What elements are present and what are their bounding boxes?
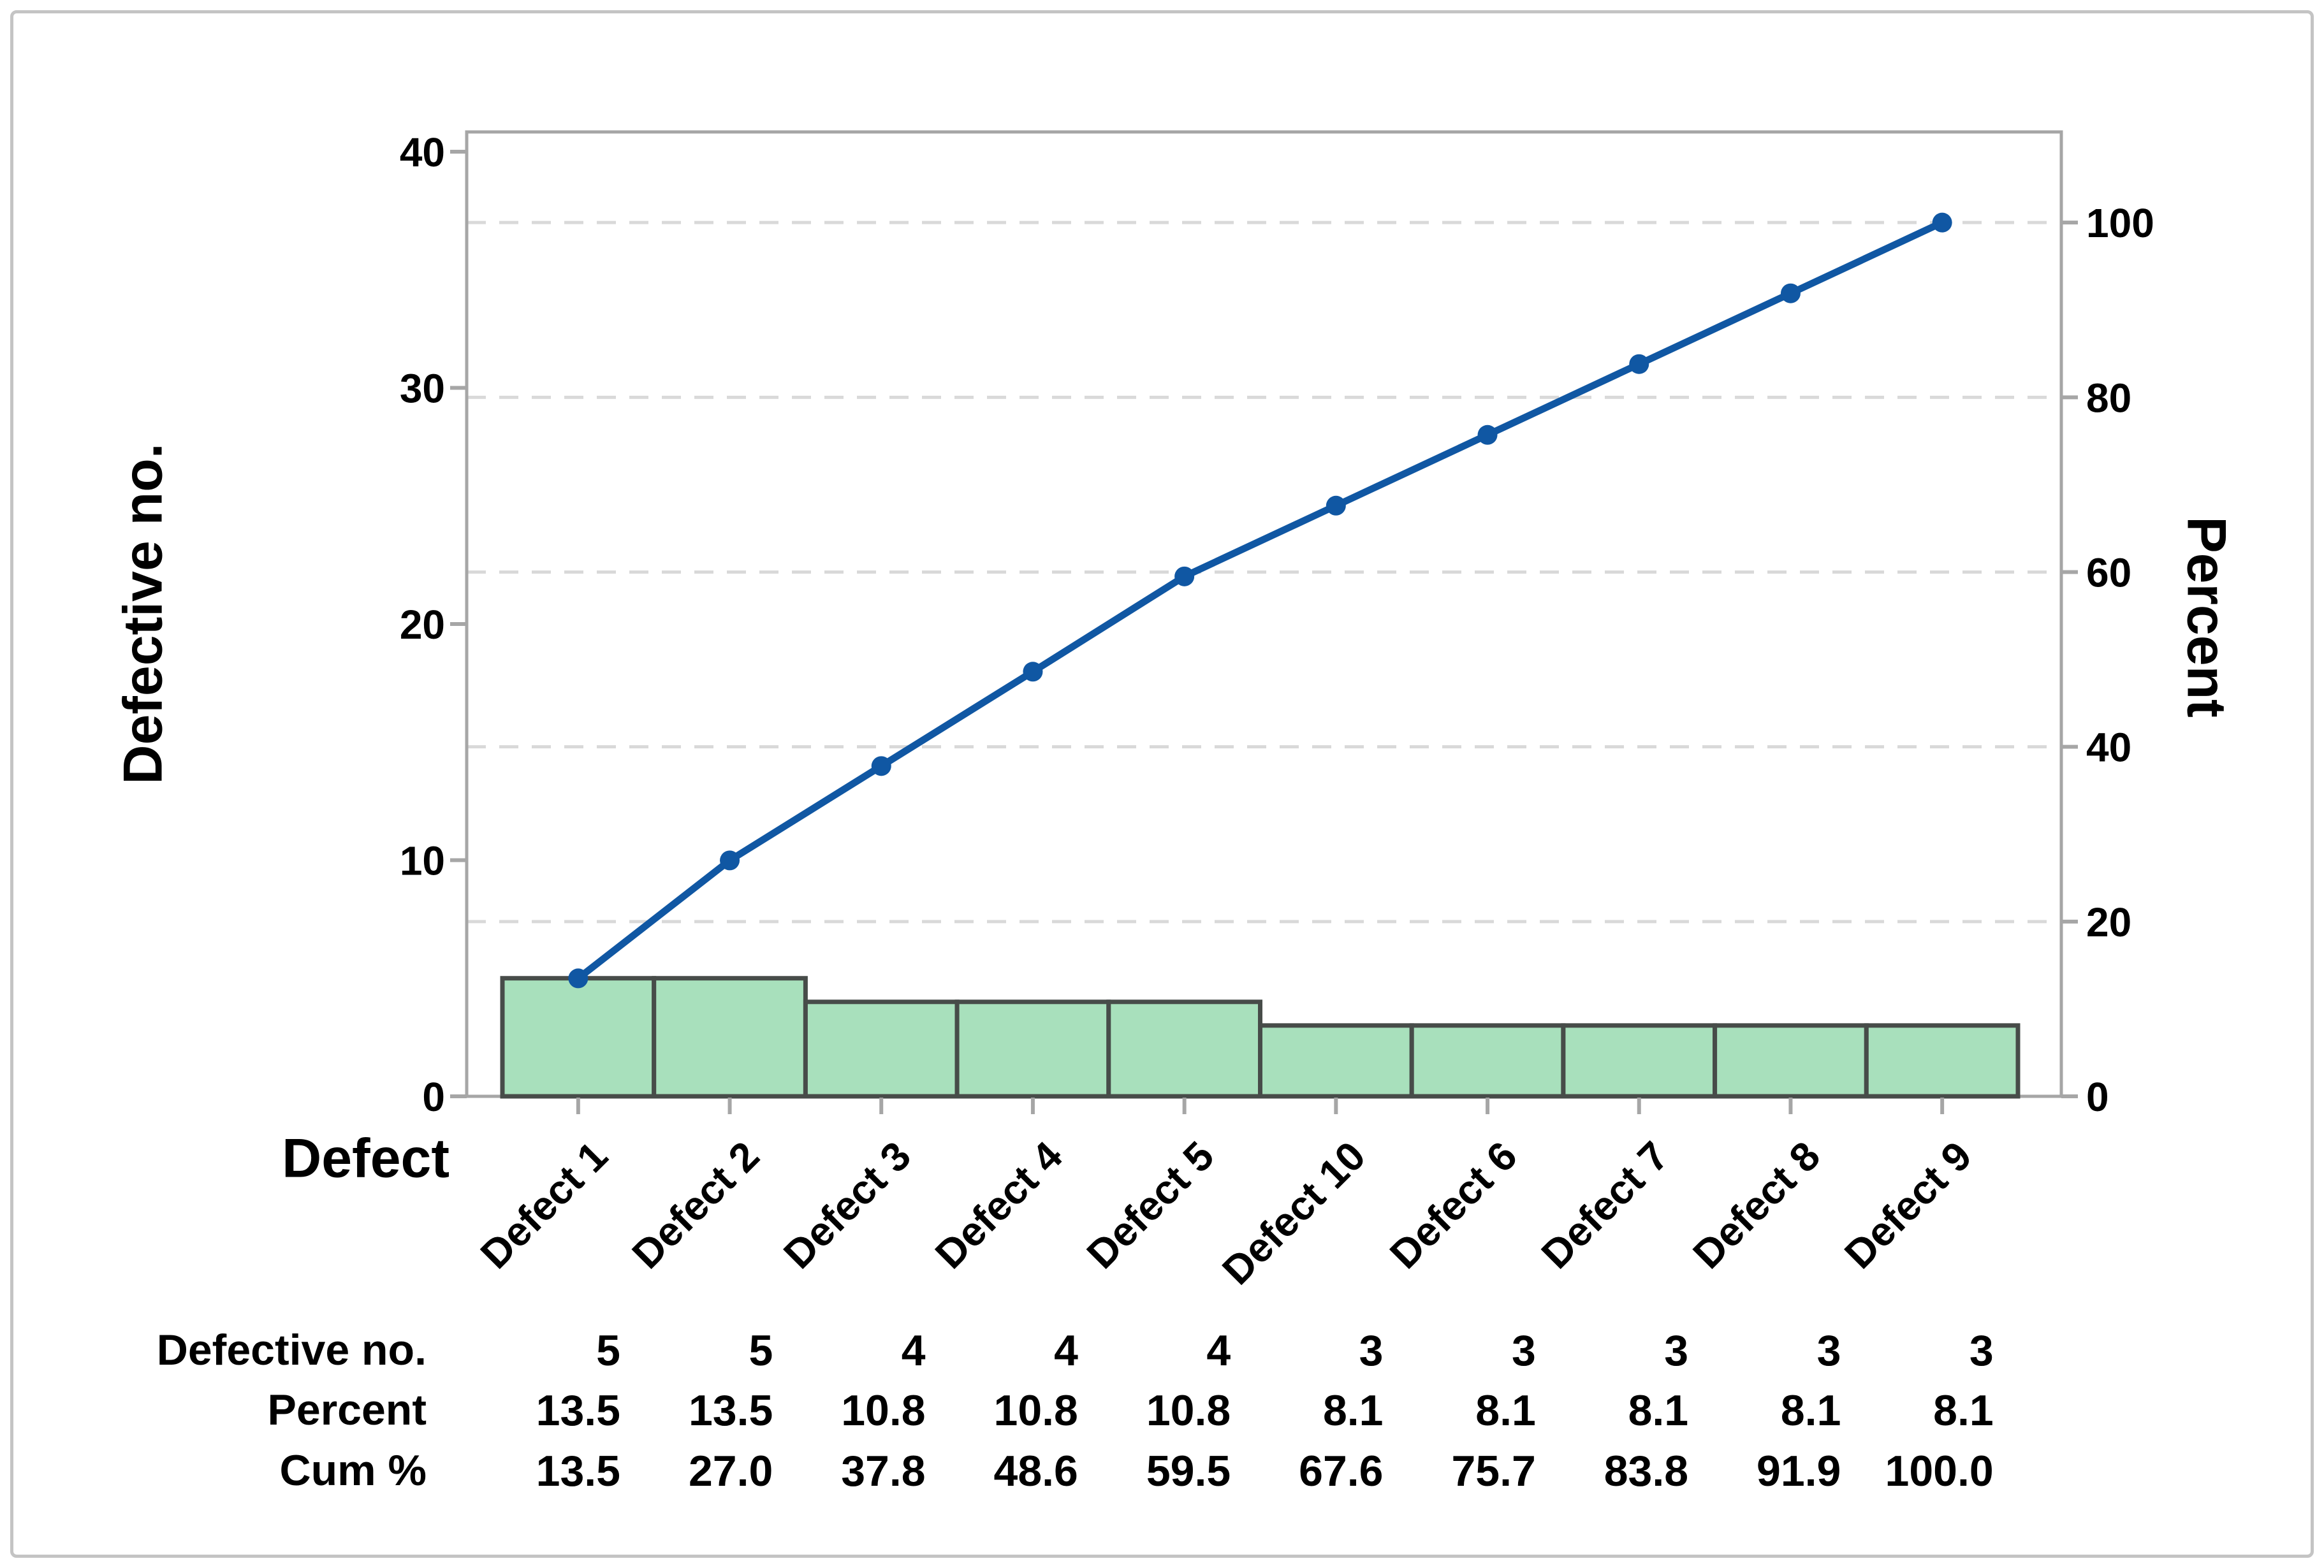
data-point-marker <box>1629 354 1649 374</box>
data-point-marker <box>1932 212 1952 233</box>
pareto-bar <box>1561 1023 1718 1099</box>
table-value: 10.8 <box>1146 1386 1231 1435</box>
table-row-label-percent: Percent <box>267 1386 427 1434</box>
category-label: Defect 9 <box>1836 1133 1980 1277</box>
category-label: Defect 3 <box>775 1133 919 1277</box>
table-value: 8.1 <box>1933 1386 1994 1435</box>
right-tick-label: 40 <box>2086 725 2131 771</box>
table-value: 83.8 <box>1604 1447 1688 1495</box>
table-value: 75.7 <box>1451 1447 1535 1495</box>
table-value: 8.1 <box>1628 1386 1689 1435</box>
left-tick-label: 0 <box>422 1074 445 1120</box>
table-value: 8.1 <box>1781 1386 1841 1435</box>
data-point-marker <box>720 850 740 871</box>
left-tick-label: 10 <box>400 838 445 884</box>
data-point-marker <box>1174 566 1195 586</box>
right-tick-label: 80 <box>2086 375 2131 421</box>
left-tick-label: 40 <box>400 129 445 175</box>
table-value: 5 <box>749 1326 773 1375</box>
data-point-marker <box>1023 662 1043 682</box>
category-label: Defect 5 <box>1078 1133 1223 1277</box>
pareto-bar <box>954 999 1111 1099</box>
pareto-bar <box>500 976 657 1099</box>
data-point-marker <box>568 968 588 989</box>
data-point-marker <box>871 756 891 776</box>
data-point-marker <box>1326 495 1346 516</box>
table-value: 13.5 <box>689 1386 773 1435</box>
data-point-marker <box>1780 283 1801 303</box>
data-point-marker <box>1477 425 1498 445</box>
table-value: 48.6 <box>994 1447 1078 1495</box>
table-value: 10.8 <box>994 1386 1078 1435</box>
right-tick-label: 0 <box>2086 1074 2109 1120</box>
table-value: 59.5 <box>1146 1447 1231 1495</box>
table-value: 5 <box>596 1326 620 1375</box>
category-label: Defect 2 <box>623 1133 768 1277</box>
pareto-bar <box>652 976 808 1099</box>
table-value: 91.9 <box>1757 1447 1841 1495</box>
pareto-bar <box>1864 1023 2021 1099</box>
table-value: 67.6 <box>1299 1447 1383 1495</box>
table-value: 13.5 <box>536 1447 620 1495</box>
pareto-bar <box>803 999 960 1099</box>
category-label: Defect 6 <box>1381 1133 1526 1277</box>
table-value: 4 <box>902 1326 926 1375</box>
table-row-label-cum-pct: Cum % <box>279 1446 427 1495</box>
table-value: 3 <box>1970 1326 1994 1375</box>
cumulative-line <box>574 219 1946 982</box>
table-value: 3 <box>1359 1326 1384 1375</box>
table-value: 10.8 <box>841 1386 925 1435</box>
table-value: 3 <box>1817 1326 1841 1375</box>
right-tick-label: 100 <box>2086 200 2154 246</box>
table-value: 13.5 <box>536 1386 620 1435</box>
x-axis-title: Defect <box>282 1128 449 1189</box>
table-value: 27.0 <box>689 1447 773 1495</box>
table-value: 4 <box>1054 1326 1078 1375</box>
table-value: 8.1 <box>1323 1386 1384 1435</box>
category-label: Defect 7 <box>1533 1133 1677 1277</box>
table-value: 4 <box>1206 1326 1231 1375</box>
left-axis-title: Defective no. <box>112 443 174 785</box>
right-axis-title: Percent <box>2175 516 2237 718</box>
right-tick-label: 20 <box>2086 899 2131 945</box>
category-label: Defect 8 <box>1684 1133 1829 1277</box>
table-value: 3 <box>1512 1326 1536 1375</box>
category-label: Defect 1 <box>472 1133 617 1277</box>
pareto-bar <box>1713 1023 1869 1099</box>
pareto-bar <box>1409 1023 1566 1099</box>
table-value: 100.0 <box>1885 1447 1994 1495</box>
right-tick-label: 60 <box>2086 549 2131 595</box>
category-label: Defect 4 <box>926 1133 1071 1277</box>
left-tick-label: 20 <box>400 602 445 648</box>
category-label: Defect 10 <box>1213 1133 1374 1293</box>
table-value: 3 <box>1664 1326 1688 1375</box>
table-value: 37.8 <box>841 1447 925 1495</box>
table-row-label-defective-no: Defective no. <box>156 1326 427 1374</box>
table-value: 8.1 <box>1475 1386 1536 1435</box>
left-tick-label: 30 <box>400 366 445 412</box>
pareto-bar <box>1258 1023 1414 1099</box>
pareto-bar <box>1106 999 1263 1099</box>
